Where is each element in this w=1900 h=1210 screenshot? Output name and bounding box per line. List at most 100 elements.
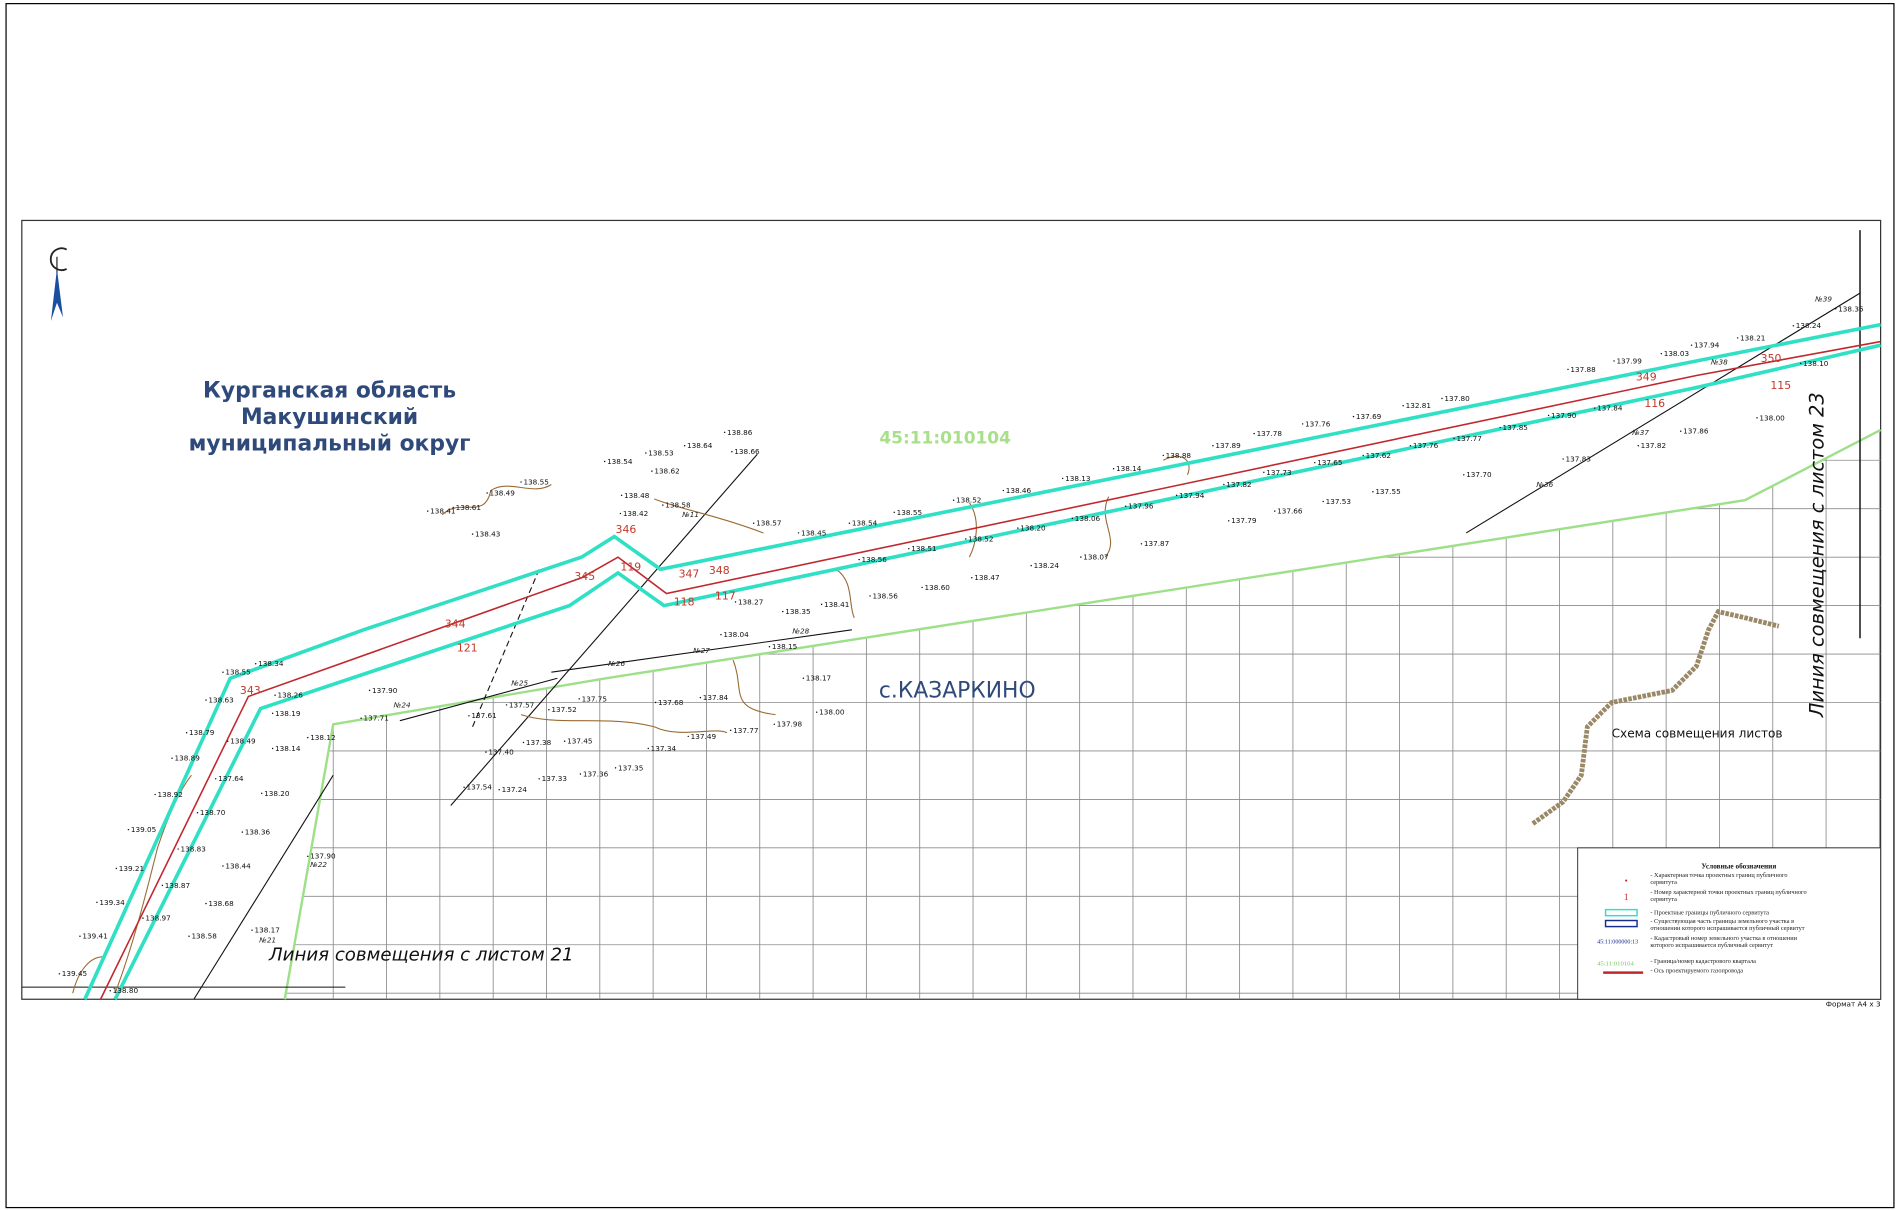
elevation-point — [222, 671, 224, 673]
elevation-point — [1227, 520, 1230, 522]
elevation-label: 137.70 — [1466, 470, 1492, 479]
elevation-label: 137.98 — [777, 720, 803, 729]
object-label: №27 — [692, 646, 710, 655]
elevation-point — [1301, 423, 1304, 425]
elevation-label: 137.52 — [551, 705, 576, 714]
elevation-label: 138.46 — [1006, 486, 1032, 495]
legend-box — [1577, 847, 1882, 1000]
elevation-label: 137.80 — [1444, 394, 1470, 403]
elevation-point — [214, 778, 217, 780]
point-number: 348 — [709, 564, 730, 577]
elevation-label: 137.94 — [1694, 341, 1720, 350]
elevation-point — [498, 788, 500, 791]
object-label: №26 — [607, 659, 625, 668]
elevation-point — [1175, 494, 1178, 497]
elevation-point — [261, 792, 263, 795]
elevation-point — [1562, 458, 1564, 460]
elevation-label: 138.36 — [245, 828, 271, 837]
elevation-label: 137.53 — [1326, 497, 1352, 506]
elevation-label: 138.00 — [1759, 413, 1785, 422]
elevation-label: 138.56 — [872, 591, 898, 600]
elevation-label: 137.82 — [1226, 480, 1251, 489]
object-label: №21 — [258, 935, 276, 944]
elevation-label: 139.45 — [62, 969, 87, 978]
elevation-label: 137.94 — [1179, 491, 1205, 500]
elevation-point — [563, 740, 566, 742]
elevation-point — [360, 717, 362, 719]
pipeline-axis — [99, 340, 1881, 1000]
elevation-label: 138.97 — [145, 914, 170, 923]
elevation-label: 138.63 — [208, 696, 234, 705]
elevation-point — [254, 663, 257, 665]
elevation-point — [1441, 397, 1443, 400]
elevation-point — [307, 736, 309, 739]
elevation-label: 138.10 — [1803, 359, 1829, 368]
servitude-boundary-upper — [83, 322, 1881, 1000]
elevation-label: 138.57 — [756, 519, 781, 528]
legend-item: которого испрашивается публичный сервиту… — [1650, 942, 1773, 949]
elevation-point — [797, 532, 800, 534]
elevation-point — [505, 704, 508, 706]
elevation-point — [109, 990, 111, 992]
elevation-label: 138.45 — [801, 528, 826, 537]
point-number: 119 — [620, 560, 641, 573]
elevation-point — [538, 778, 540, 780]
elevation-label: 138.00 — [819, 708, 845, 717]
elevation-point — [1547, 414, 1550, 417]
object-label: №37 — [1631, 428, 1649, 437]
elevation-point — [196, 811, 199, 814]
elevation-point — [115, 867, 118, 870]
point-number: 116 — [1644, 397, 1665, 410]
elevation-point — [1499, 426, 1501, 429]
elevation-label: 137.49 — [691, 732, 717, 741]
elevation-label: 138.83 — [181, 844, 207, 853]
elevation-point — [1061, 477, 1064, 480]
elevation-point — [720, 633, 722, 636]
elevation-point — [1362, 454, 1364, 457]
elevation-label: 137.40 — [488, 748, 514, 757]
elevation-label: 137.24 — [502, 785, 528, 794]
elevation-label: 137.84 — [1597, 404, 1623, 413]
elevation-label: 139.21 — [119, 864, 144, 873]
elevation-label: 137.78 — [1257, 429, 1283, 438]
elevation-point — [227, 740, 229, 742]
elevation-point — [471, 533, 474, 535]
elevation-point — [185, 732, 188, 734]
map-frame — [21, 219, 1882, 1000]
elevation-point — [1453, 437, 1455, 440]
elevation-label: 138.26 — [277, 691, 303, 700]
legend-item: - Номер характерной точки проектных гран… — [1650, 889, 1806, 896]
elevation-point — [1792, 325, 1795, 327]
elevation-label: 138.20 — [264, 789, 290, 798]
elevation-label: 138.34 — [258, 659, 284, 668]
elevation-label: 137.90 — [310, 852, 336, 861]
elevation-point — [1017, 527, 1019, 529]
north-arrow — [49, 247, 68, 321]
elevation-label: 138.88 — [1166, 451, 1192, 460]
elevation-point — [578, 698, 580, 700]
elevation-label: 138.03 — [1664, 349, 1690, 358]
elevation-point — [848, 522, 851, 524]
elevation-label: 137.73 — [1266, 468, 1292, 477]
elevation-label: 138.62 — [654, 467, 679, 476]
elevation-label: 138.35 — [1838, 304, 1863, 313]
elevation-label: 138.35 — [785, 607, 810, 616]
elevation-label: 138.47 — [974, 573, 999, 582]
vegetation-lines — [72, 455, 1190, 994]
elevation-point — [1071, 517, 1074, 520]
elevation-label: 138.55 — [523, 477, 548, 486]
elevation-label: 138.54 — [852, 519, 878, 528]
elevation-label: 139.41 — [82, 932, 107, 941]
legend-quarter-number: 45:11:010104 — [1597, 960, 1634, 967]
elevation-label: 132.81 — [1406, 401, 1431, 410]
elevation-label: 138.17 — [254, 926, 279, 935]
elevation-point — [1253, 432, 1255, 435]
elevation-label: 137.36 — [583, 769, 609, 778]
elevation-label: 138.12 — [310, 733, 335, 742]
elevation-point — [603, 460, 606, 463]
elevation-point — [908, 547, 910, 550]
object-label: №39 — [1814, 295, 1832, 304]
elevation-point — [1372, 491, 1374, 493]
elevation-label: 137.45 — [567, 737, 592, 746]
elevation-point — [1756, 417, 1758, 419]
